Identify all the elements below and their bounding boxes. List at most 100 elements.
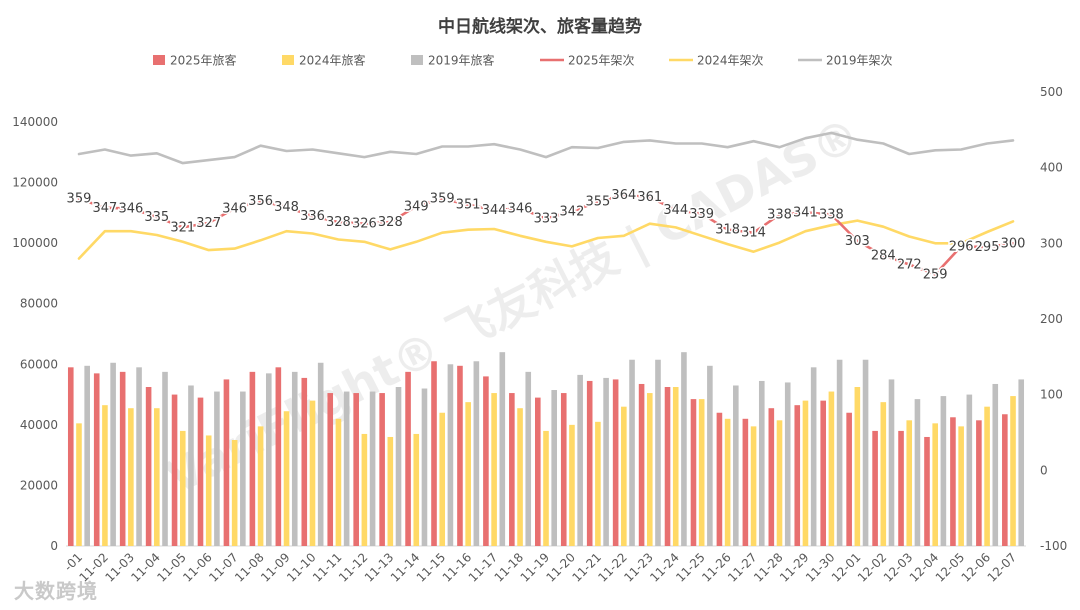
bar <box>707 365 713 546</box>
bar <box>119 371 126 546</box>
bar <box>128 408 134 546</box>
data-label: 351 <box>456 198 481 213</box>
bar <box>966 394 973 546</box>
data-label: 338 <box>767 208 792 223</box>
bar <box>629 359 635 546</box>
data-label: 338 <box>819 208 844 223</box>
y-left-tick-label: 60000 <box>20 357 58 371</box>
bar <box>387 436 394 546</box>
bar <box>240 391 246 546</box>
bar <box>950 417 956 546</box>
bar <box>768 408 775 546</box>
data-label: 364 <box>611 188 636 203</box>
bar <box>145 387 152 546</box>
bar <box>283 411 290 546</box>
bar <box>257 426 264 546</box>
bar <box>265 373 272 546</box>
data-label: 346 <box>222 202 247 217</box>
data-label: 272 <box>897 258 922 273</box>
bar <box>914 399 921 546</box>
legend-label: 2025年架次 <box>568 54 635 68</box>
bar <box>672 387 679 546</box>
bar <box>110 362 116 546</box>
bar <box>560 393 567 546</box>
legend-label: 2024年旅客 <box>299 53 366 68</box>
data-label: 284 <box>871 248 896 263</box>
bar <box>171 394 178 546</box>
bar <box>214 391 220 546</box>
bar <box>906 420 913 546</box>
bar <box>958 426 964 546</box>
data-label: 347 <box>93 201 118 216</box>
bar <box>76 423 82 546</box>
bar <box>784 382 791 546</box>
data-label: 348 <box>274 200 299 215</box>
data-label: 326 <box>352 217 377 232</box>
bar <box>742 418 749 546</box>
bar <box>431 361 437 546</box>
y-right-tick-label: -100 <box>1040 539 1067 553</box>
legend-item: 2019年架次 <box>798 54 893 68</box>
y-right-tick-label: 100 <box>1040 388 1063 402</box>
data-label: 359 <box>430 192 455 207</box>
data-label: 346 <box>508 202 533 217</box>
bar <box>343 391 350 546</box>
bar <box>932 423 938 546</box>
bar <box>880 402 887 546</box>
legend-item: 2024年架次 <box>669 54 764 68</box>
bar <box>862 359 869 546</box>
legend-label: 2019年旅客 <box>428 53 495 68</box>
bar <box>535 397 541 546</box>
bar <box>603 377 609 546</box>
bar <box>413 433 420 546</box>
y-right-tick-label: 200 <box>1040 312 1063 326</box>
legend-item: 2024年旅客 <box>282 53 366 68</box>
bar <box>794 405 801 546</box>
x-tick-label: 12-07 <box>985 550 1020 585</box>
data-label: 328 <box>378 215 403 230</box>
data-label: 344 <box>482 203 507 218</box>
bar <box>698 399 705 546</box>
bar <box>724 418 731 546</box>
bar <box>179 430 186 546</box>
bar <box>231 440 238 546</box>
y-left-tick-label: 140000 <box>12 115 58 129</box>
bar <box>447 364 454 546</box>
y-left-tick-label: 0 <box>50 539 58 553</box>
bar <box>976 420 982 546</box>
bar <box>828 391 835 546</box>
bar <box>491 393 497 546</box>
y-left-tick-label: 100000 <box>12 236 58 250</box>
legend-label: 2019年架次 <box>826 54 893 68</box>
data-label: 314 <box>741 226 766 241</box>
series-line <box>77 131 1015 165</box>
legend-swatch <box>153 55 165 65</box>
data-label: 333 <box>534 211 559 226</box>
data-label: 359 <box>67 192 92 207</box>
bar <box>586 380 593 546</box>
bar <box>569 424 575 546</box>
bar <box>612 379 619 546</box>
bar-series-group <box>67 352 1025 546</box>
bar <box>473 361 480 546</box>
bar <box>309 400 316 546</box>
bar <box>93 373 100 546</box>
data-label: 355 <box>585 195 610 210</box>
bar <box>102 405 108 546</box>
bar <box>162 371 168 546</box>
bar <box>335 418 342 546</box>
chart-legend: 2025年旅客 2024年旅客 2019年旅客 2025年架次 2024年架次 2019年… <box>153 53 893 68</box>
bar <box>836 359 843 546</box>
bar <box>1018 379 1025 546</box>
legend-item: 2025年旅客 <box>153 53 237 68</box>
bar <box>136 367 142 546</box>
bar <box>846 412 852 546</box>
legend-swatch <box>411 55 423 65</box>
data-label: 303 <box>845 234 870 249</box>
bar <box>154 408 160 546</box>
bar <box>1002 414 1008 546</box>
data-label: 349 <box>404 199 429 214</box>
bar <box>872 430 878 546</box>
y-right-tick-label: 500 <box>1040 85 1063 99</box>
bar <box>888 379 895 546</box>
